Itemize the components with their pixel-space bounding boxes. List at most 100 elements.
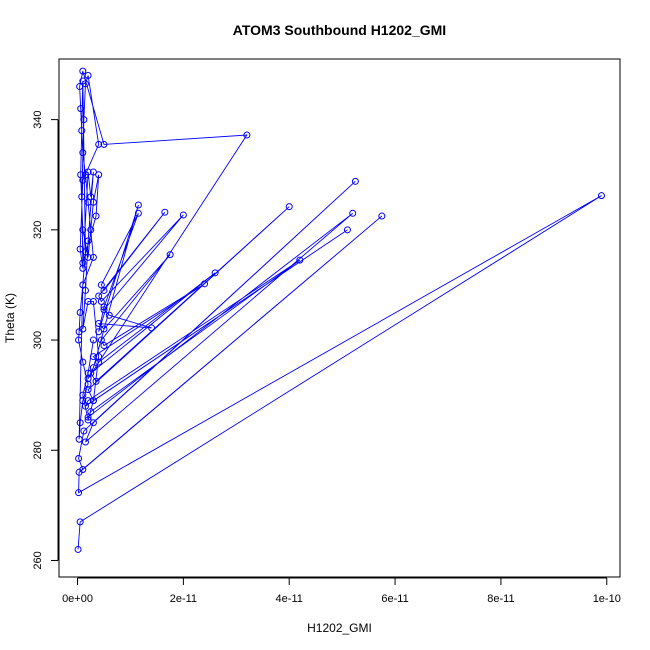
data-point bbox=[84, 198, 92, 206]
data-point bbox=[89, 253, 97, 261]
data-point bbox=[87, 408, 95, 416]
data-point bbox=[81, 286, 89, 294]
data-point bbox=[296, 256, 304, 264]
data-point bbox=[75, 336, 83, 344]
data-point bbox=[100, 306, 108, 314]
data-point bbox=[81, 248, 89, 256]
data-point bbox=[84, 380, 92, 388]
data-point bbox=[89, 419, 97, 427]
data-point bbox=[89, 198, 97, 206]
data-point bbox=[84, 168, 92, 176]
data-point bbox=[211, 269, 219, 277]
data-point bbox=[89, 364, 97, 372]
x-tick-label: 8e-11 bbox=[487, 593, 514, 605]
data-point bbox=[134, 201, 142, 209]
data-point bbox=[75, 489, 83, 497]
data-point bbox=[100, 286, 108, 294]
data-point bbox=[78, 127, 86, 135]
data-point bbox=[351, 177, 359, 185]
x-axis: 0e+00 2e-11 4e-11 6e-11 8e-11 1e-10 bbox=[62, 577, 621, 605]
data-point bbox=[97, 281, 105, 289]
data-point bbox=[79, 358, 87, 366]
data-point bbox=[87, 226, 95, 234]
data-point bbox=[84, 397, 92, 405]
data-point bbox=[76, 518, 84, 526]
data-point bbox=[74, 545, 82, 553]
data-point bbox=[76, 308, 84, 316]
data-point bbox=[92, 377, 100, 385]
data-point bbox=[79, 281, 87, 289]
data-point bbox=[89, 353, 97, 361]
data-point bbox=[84, 237, 92, 245]
data-point bbox=[80, 427, 88, 435]
data-point bbox=[79, 149, 87, 157]
data-point bbox=[100, 303, 108, 311]
data-point bbox=[76, 419, 84, 427]
y-tick-label: 340 bbox=[32, 110, 44, 128]
data-point bbox=[87, 193, 95, 201]
data-point bbox=[76, 83, 84, 91]
data-point bbox=[166, 251, 174, 259]
data-point bbox=[179, 211, 187, 219]
data-point bbox=[75, 435, 83, 443]
data-point bbox=[97, 336, 105, 344]
data-point bbox=[79, 325, 87, 333]
x-tick-label: 4e-11 bbox=[276, 593, 303, 605]
series-layer bbox=[74, 67, 605, 553]
data-point bbox=[92, 212, 100, 220]
data-point bbox=[243, 131, 251, 139]
data-point bbox=[87, 369, 95, 377]
y-axis: 260 280 300 320 340 bbox=[32, 110, 59, 570]
data-point bbox=[79, 226, 87, 234]
y-axis-label: Theta (K) bbox=[3, 293, 17, 343]
data-point bbox=[597, 192, 605, 200]
x-tick-label: 0e+00 bbox=[62, 593, 93, 605]
data-point bbox=[95, 140, 103, 148]
data-point bbox=[89, 336, 97, 344]
data-point bbox=[84, 413, 92, 421]
plot-frame bbox=[58, 58, 621, 578]
x-tick-label: 6e-11 bbox=[381, 593, 408, 605]
data-point bbox=[378, 212, 386, 220]
data-point bbox=[84, 297, 92, 305]
data-point bbox=[148, 324, 156, 332]
data-point bbox=[134, 209, 142, 217]
data-point bbox=[79, 391, 87, 399]
x-tick-label: 1e-10 bbox=[593, 593, 621, 605]
data-point bbox=[79, 176, 87, 184]
data-point bbox=[77, 105, 85, 113]
data-point bbox=[81, 438, 89, 446]
data-point bbox=[95, 353, 103, 361]
data-point bbox=[100, 342, 108, 350]
data-point bbox=[161, 208, 169, 216]
data-point bbox=[84, 253, 92, 261]
data-point bbox=[97, 297, 105, 305]
data-point bbox=[79, 466, 87, 474]
data-point bbox=[81, 80, 89, 88]
data-point bbox=[100, 325, 108, 333]
y-tick-label: 280 bbox=[32, 441, 44, 459]
data-point bbox=[95, 320, 103, 328]
x-axis-label: H1202_GMI bbox=[307, 621, 372, 635]
data-point bbox=[100, 140, 108, 148]
data-point bbox=[285, 203, 293, 211]
data-point bbox=[78, 193, 86, 201]
data-point bbox=[79, 264, 87, 272]
chart-title: ATOM3 Southbound H1202_GMI bbox=[233, 22, 446, 38]
data-point bbox=[80, 116, 88, 124]
y-tick-label: 300 bbox=[32, 331, 44, 349]
data-point bbox=[75, 455, 83, 463]
data-point bbox=[84, 416, 92, 424]
data-point bbox=[349, 209, 357, 217]
data-point bbox=[95, 328, 103, 336]
data-point bbox=[89, 297, 97, 305]
data-point bbox=[95, 171, 103, 179]
data-point bbox=[81, 402, 89, 410]
x-tick-label: 2e-11 bbox=[170, 593, 197, 605]
data-point bbox=[95, 292, 103, 300]
data-point bbox=[79, 67, 87, 75]
data-point bbox=[84, 72, 92, 80]
data-point bbox=[89, 397, 97, 405]
